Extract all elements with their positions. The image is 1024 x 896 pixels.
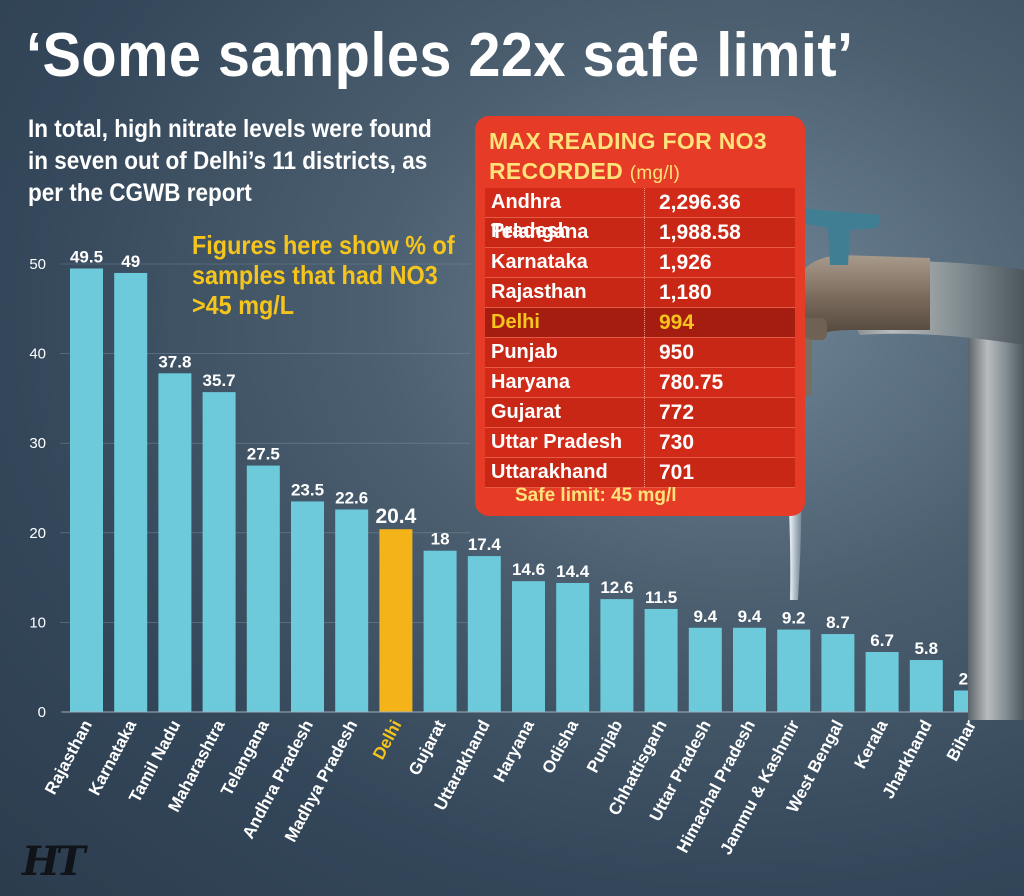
- row-value: 994: [659, 311, 695, 334]
- table-row: Telangana 1,988.58: [485, 218, 795, 248]
- value-label: 6.7: [870, 631, 894, 650]
- value-label: 27.5: [247, 445, 280, 464]
- value-label: 9.4: [693, 607, 717, 626]
- row-value: 730: [659, 431, 695, 454]
- value-label: 14.6: [512, 560, 545, 579]
- value-label: 37.8: [158, 352, 191, 371]
- pipe-icon: [968, 300, 1024, 720]
- value-label: 12.6: [600, 578, 633, 597]
- bar-delhi: [379, 529, 413, 712]
- bar-west-bengal: [821, 634, 855, 712]
- table-row-highlight: Delhi 994: [485, 308, 795, 338]
- value-label: 20.4: [375, 505, 416, 528]
- row-state: Haryana: [485, 368, 645, 397]
- bar-uttarakhand: [467, 556, 501, 712]
- bar-himachal-pradesh: [733, 627, 766, 712]
- bar-haryana: [512, 581, 545, 712]
- ht-logo: HT: [22, 838, 86, 885]
- chart-bars: [70, 268, 987, 712]
- panel-title-text: MAX READING FOR NO3 RECORDED: [489, 128, 767, 184]
- table-row: Rajasthan 1,180: [485, 278, 795, 308]
- row-state: Gujarat: [485, 398, 645, 427]
- y-tick-label: 50: [29, 256, 46, 273]
- row-state: Rajasthan: [485, 278, 645, 307]
- bar-telangana: [246, 465, 280, 712]
- y-tick-label: 20: [29, 525, 46, 542]
- value-label: 17.4: [468, 535, 502, 554]
- table-row: Punjab 950: [485, 338, 795, 368]
- row-state: Karnataka: [485, 248, 645, 277]
- row-value: 1,926: [659, 251, 712, 274]
- safe-limit-note: Safe limit: 45 mg/l: [515, 485, 677, 506]
- panel-title: MAX READING FOR NO3 RECORDED (mg/l): [489, 126, 799, 189]
- y-tick-label: 0: [38, 704, 46, 721]
- row-state: Andhra Pradesh: [485, 188, 645, 242]
- value-label: 9.4: [738, 607, 762, 626]
- row-state: Delhi: [485, 308, 645, 337]
- table-row: Andhra Pradesh 2,296.36: [485, 188, 795, 242]
- bar-jharkhand: [909, 660, 943, 712]
- row-value: 772: [659, 401, 695, 424]
- row-state: Uttarakhand: [485, 458, 645, 487]
- max-reading-panel: MAX READING FOR NO3 RECORDED (mg/l) Andh…: [475, 116, 805, 516]
- row-value: 2,296.36: [659, 191, 741, 214]
- row-value: 1,988.58: [659, 221, 741, 244]
- chart-title: ‘Some samples 22x safe limit’: [26, 21, 854, 90]
- bar-andhra-pradesh: [291, 501, 324, 712]
- value-label: 9.2: [782, 609, 806, 628]
- table-row: Gujarat 772: [485, 398, 795, 428]
- value-label: 49.5: [70, 247, 103, 266]
- bar-jammu-kashmir: [777, 629, 811, 712]
- row-value: 950: [659, 341, 695, 364]
- chart-callout: Figures here show % of samples that had …: [192, 230, 455, 320]
- value-label: 18: [431, 530, 450, 549]
- panel-title-unit: (mg/l): [629, 163, 681, 184]
- bar-punjab: [600, 599, 634, 712]
- table-row: Uttarakhand 701: [485, 458, 795, 488]
- bar-kerala: [865, 651, 899, 712]
- value-label: 35.7: [203, 371, 236, 390]
- bar-chhattisgarh: [644, 608, 678, 712]
- value-label: 11.5: [645, 588, 677, 607]
- row-state: Uttar Pradesh: [485, 428, 645, 457]
- row-value: 780.75: [659, 371, 724, 394]
- value-label: 22.6: [335, 489, 368, 508]
- y-tick-label: 40: [29, 346, 46, 363]
- bar-uttar-pradesh: [688, 627, 722, 712]
- row-state: Telangana: [485, 218, 645, 247]
- bar-odisha: [556, 582, 590, 712]
- y-tick-label: 10: [29, 614, 46, 631]
- chart-subtitle: In total, high nitrate levels were found…: [28, 115, 432, 207]
- max-reading-table: Andhra Pradesh 2,296.36 Telangana 1,988.58…: [485, 188, 795, 488]
- row-value: 701: [659, 461, 695, 484]
- y-tick-label: 30: [29, 435, 46, 452]
- row-value: 1,180: [659, 281, 712, 304]
- value-label: 8.7: [826, 613, 850, 632]
- value-label: 5.8: [914, 639, 938, 658]
- table-row: Uttar Pradesh 730: [485, 428, 795, 458]
- row-state: Punjab: [485, 338, 645, 367]
- bar-rajasthan: [70, 268, 103, 712]
- bar-maharashtra: [202, 392, 236, 712]
- value-label: 14.4: [556, 562, 590, 581]
- value-label: 49: [121, 252, 140, 271]
- table-row: Haryana 780.75: [485, 368, 795, 398]
- value-label: 23.5: [291, 480, 324, 499]
- bar-tamil-nadu: [158, 373, 192, 712]
- table-row: Karnataka 1,926: [485, 248, 795, 278]
- bar-madhya-pradesh: [335, 509, 369, 712]
- bar-karnataka: [114, 272, 148, 712]
- bar-gujarat: [423, 550, 457, 712]
